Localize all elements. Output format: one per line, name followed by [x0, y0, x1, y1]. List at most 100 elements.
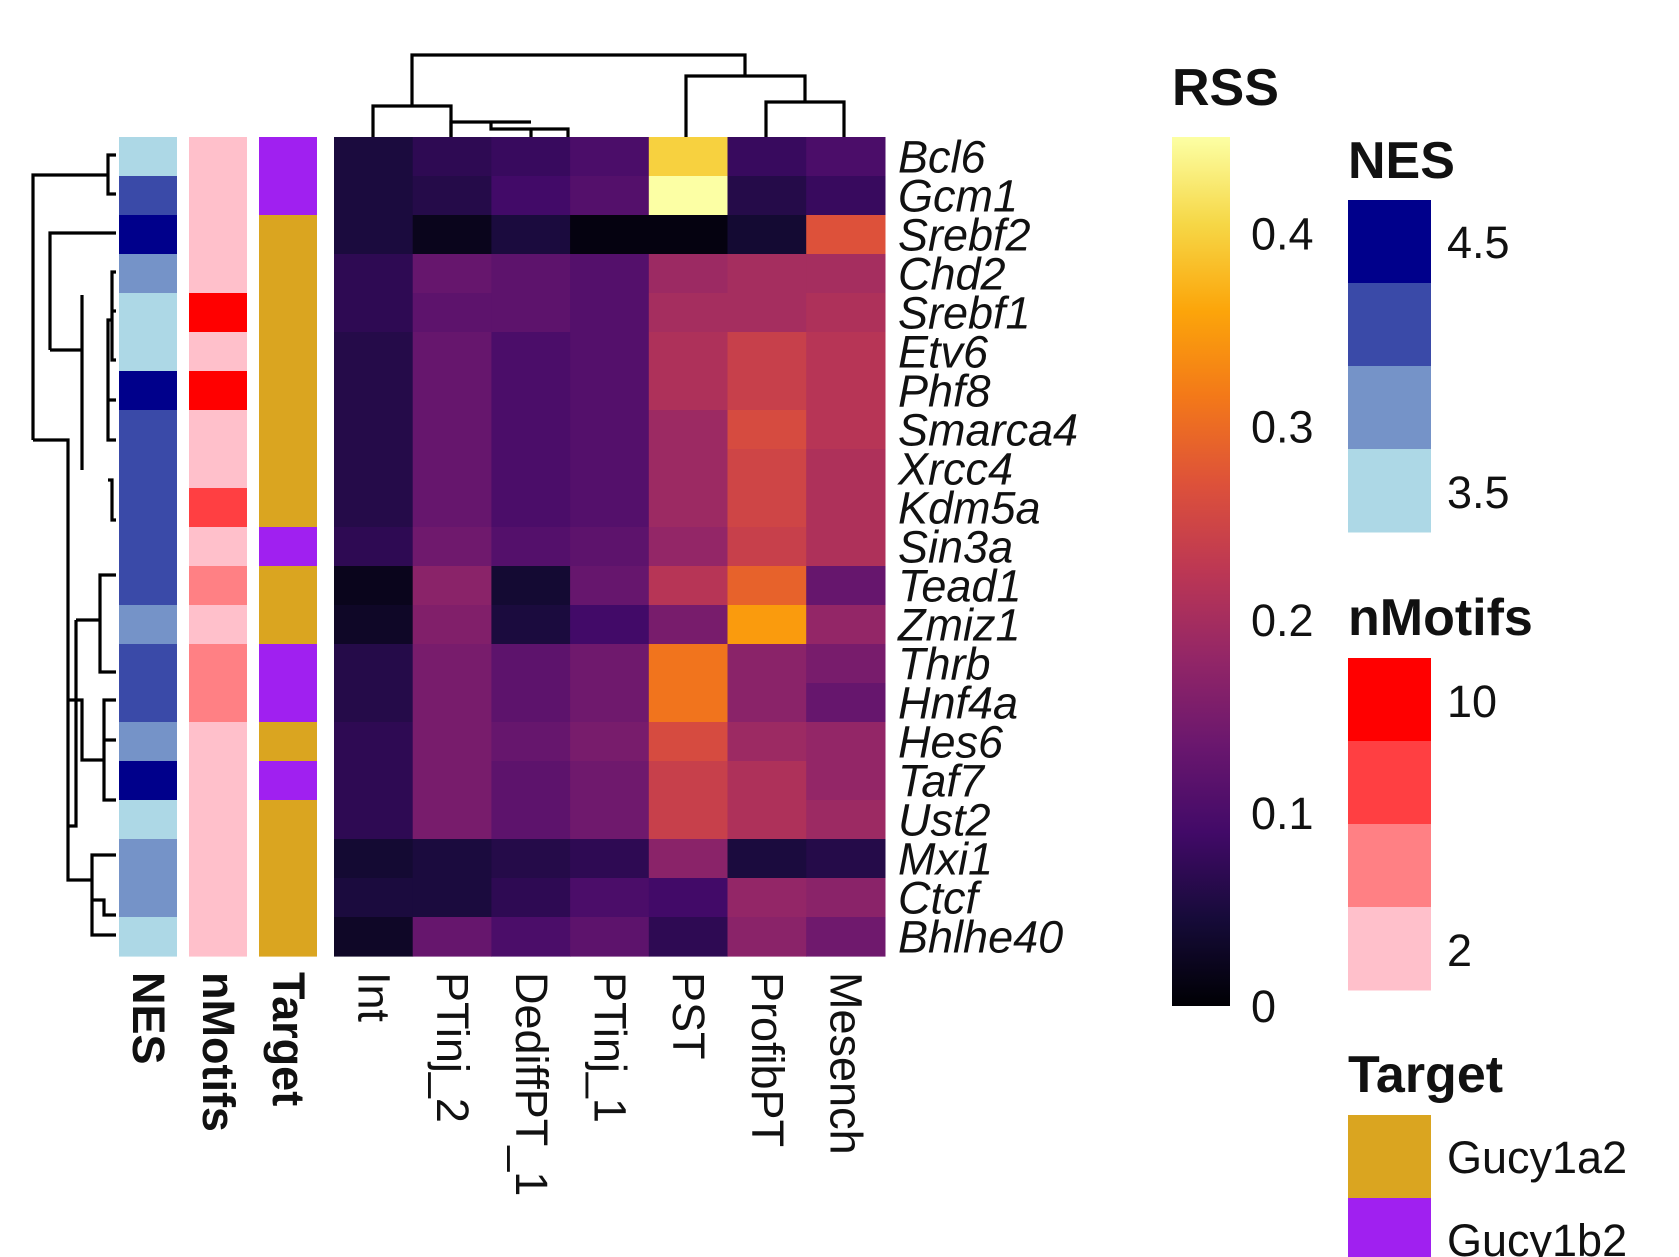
nmotifs-swatch — [1348, 741, 1431, 825]
row-label-srebf2: Srebf2 — [898, 210, 1031, 261]
rss-tick-label: 0.2 — [1251, 595, 1314, 646]
row-label-xrcc4: Xrcc4 — [897, 444, 1013, 495]
nes-cell-thrb — [119, 644, 177, 684]
heatmap-cell-srebf2-ptinj_1 — [570, 215, 650, 255]
heatmap-cell-xrcc4-mesench — [806, 449, 886, 489]
heatmap-cell-zmiz1-ptinj_2 — [412, 605, 492, 645]
heatmap-cell-etv6-ptinj_1 — [570, 332, 650, 372]
heatmap-cell-bhlhe40-dediffpt_1 — [491, 917, 571, 957]
heatmap-cell-zmiz1-pst — [648, 605, 729, 645]
row-label-gcm1: Gcm1 — [898, 171, 1018, 222]
column-label-ptinj_1: PTinj_1 — [585, 972, 636, 1123]
column-label-mesench: Mesench — [821, 972, 872, 1155]
heatmap-cell-xrcc4-dediffpt_1 — [491, 449, 571, 489]
heatmap-cell-tead1-pst — [648, 566, 729, 606]
heatmap-cell-phf8-ptinj_2 — [412, 371, 492, 411]
annotation-label-target: Target — [263, 972, 314, 1106]
row-label-sin3a: Sin3a — [898, 522, 1013, 573]
annotation-label-nes: NES — [123, 972, 174, 1065]
heatmap-cell-kdm5a-ptinj_1 — [570, 488, 650, 528]
heatmap-cell-smarca4-int — [334, 410, 414, 450]
heatmap-cell-hes6-profibpt — [727, 722, 807, 762]
heatmap-cell-kdm5a-int — [334, 488, 414, 528]
nmotifs-cell-xrcc4 — [189, 449, 247, 489]
heatmap-cell-xrcc4-ptinj_2 — [412, 449, 492, 489]
heatmap-cell-mxi1-dediffpt_1 — [491, 839, 571, 879]
target-cell-thrb — [259, 644, 317, 684]
heatmap-cell-gcm1-dediffpt_1 — [491, 176, 571, 216]
target-label-gucy1b2: Gucy1b2 — [1447, 1215, 1627, 1257]
nmotifs-cell-smarca4 — [189, 410, 247, 450]
heatmap-cell-bcl6-mesench — [806, 137, 886, 177]
target-cell-xrcc4 — [259, 449, 317, 489]
column-label-profibpt: ProfibPT — [742, 972, 793, 1147]
nes-cell-tead1 — [119, 566, 177, 606]
heatmap-cell-ust2-ptinj_2 — [412, 800, 492, 840]
heatmap-cell-chd2-int — [334, 254, 414, 294]
heatmap-cell-xrcc4-int — [334, 449, 414, 489]
target-swatch-gucy1b2 — [1348, 1198, 1431, 1257]
heatmap-cell-gcm1-ptinj_2 — [412, 176, 492, 216]
row-label-chd2: Chd2 — [898, 249, 1006, 300]
heatmap-cell-hes6-ptinj_1 — [570, 722, 650, 762]
nes-swatches — [1348, 200, 1431, 533]
heatmap-cell-zmiz1-profibpt — [727, 605, 807, 645]
nes-cell-bhlhe40 — [119, 917, 177, 957]
heatmap-cell-sin3a-pst — [648, 527, 729, 567]
heatmap-cell-ctcf-pst — [648, 878, 729, 918]
nes-cell-srebf2 — [119, 215, 177, 255]
heatmap-cell-etv6-dediffpt_1 — [491, 332, 571, 372]
heatmap-cell-kdm5a-pst — [648, 488, 729, 528]
heatmap-cell-srebf1-mesench — [806, 293, 886, 333]
nmotifs-cell-hnf4a — [189, 683, 247, 723]
heatmap-cell-mxi1-mesench — [806, 839, 886, 879]
heatmap-cell-chd2-ptinj_2 — [412, 254, 492, 294]
annotation-label-nmotifs: nMotifs — [193, 972, 244, 1132]
heatmap-cell-srebf2-pst — [648, 215, 729, 255]
heatmap-cell-hes6-pst — [648, 722, 729, 762]
target-cell-tead1 — [259, 566, 317, 606]
heatmap-cell-srebf1-ptinj_1 — [570, 293, 650, 333]
nes-cell-xrcc4 — [119, 449, 177, 489]
nes-cell-kdm5a — [119, 488, 177, 528]
heatmap-cell-tead1-profibpt — [727, 566, 807, 606]
rss-tick-label: 0.1 — [1251, 788, 1314, 839]
heatmap-cell-bhlhe40-mesench — [806, 917, 886, 957]
nes-cell-srebf1 — [119, 293, 177, 333]
target-legend: Target Gucy1a2 Gucy1b2 — [1348, 1046, 1627, 1257]
nes-cell-taf7 — [119, 761, 177, 801]
heatmap-cell-etv6-mesench — [806, 332, 886, 372]
heatmap-cell-hnf4a-pst — [648, 683, 729, 723]
heatmap-cell-thrb-mesench — [806, 644, 886, 684]
target-cell-smarca4 — [259, 410, 317, 450]
heatmap-cell-hnf4a-mesench — [806, 683, 886, 723]
row-label-tead1: Tead1 — [898, 561, 1021, 612]
nmotifs-legend-title: nMotifs — [1348, 589, 1533, 647]
target-cell-ctcf — [259, 878, 317, 918]
nmotifs-cell-phf8 — [189, 371, 247, 411]
heatmap-cell-mxi1-ptinj_1 — [570, 839, 650, 879]
heatmap-cell-hnf4a-dediffpt_1 — [491, 683, 571, 723]
nmotifs-legend: nMotifs 10 2 — [1348, 589, 1533, 991]
heatmap-cell-srebf1-int — [334, 293, 414, 333]
nes-swatch — [1348, 283, 1431, 367]
heatmap-cell-thrb-ptinj_1 — [570, 644, 650, 684]
nes-cell-mxi1 — [119, 839, 177, 879]
heatmap-cell-ust2-pst — [648, 800, 729, 840]
nmotifs-cell-srebf2 — [189, 215, 247, 255]
heatmap-cell-hes6-int — [334, 722, 414, 762]
heatmap-cell-zmiz1-int — [334, 605, 414, 645]
heatmap-cell-sin3a-mesench — [806, 527, 886, 567]
target-cell-mxi1 — [259, 839, 317, 879]
nmotifs-cell-chd2 — [189, 254, 247, 294]
nes-cell-phf8 — [119, 371, 177, 411]
heatmap-cell-mxi1-ptinj_2 — [412, 839, 492, 879]
heatmap-cell-thrb-int — [334, 644, 414, 684]
nes-label-low: 3.5 — [1447, 467, 1510, 518]
heatmap-cell-phf8-int — [334, 371, 414, 411]
heatmap-cell-srebf1-profibpt — [727, 293, 807, 333]
heatmap-cell-zmiz1-mesench — [806, 605, 886, 645]
heatmap-cell-taf7-profibpt — [727, 761, 807, 801]
heatmap-cell-thrb-ptinj_2 — [412, 644, 492, 684]
row-label-bhlhe40: Bhlhe40 — [898, 912, 1063, 963]
